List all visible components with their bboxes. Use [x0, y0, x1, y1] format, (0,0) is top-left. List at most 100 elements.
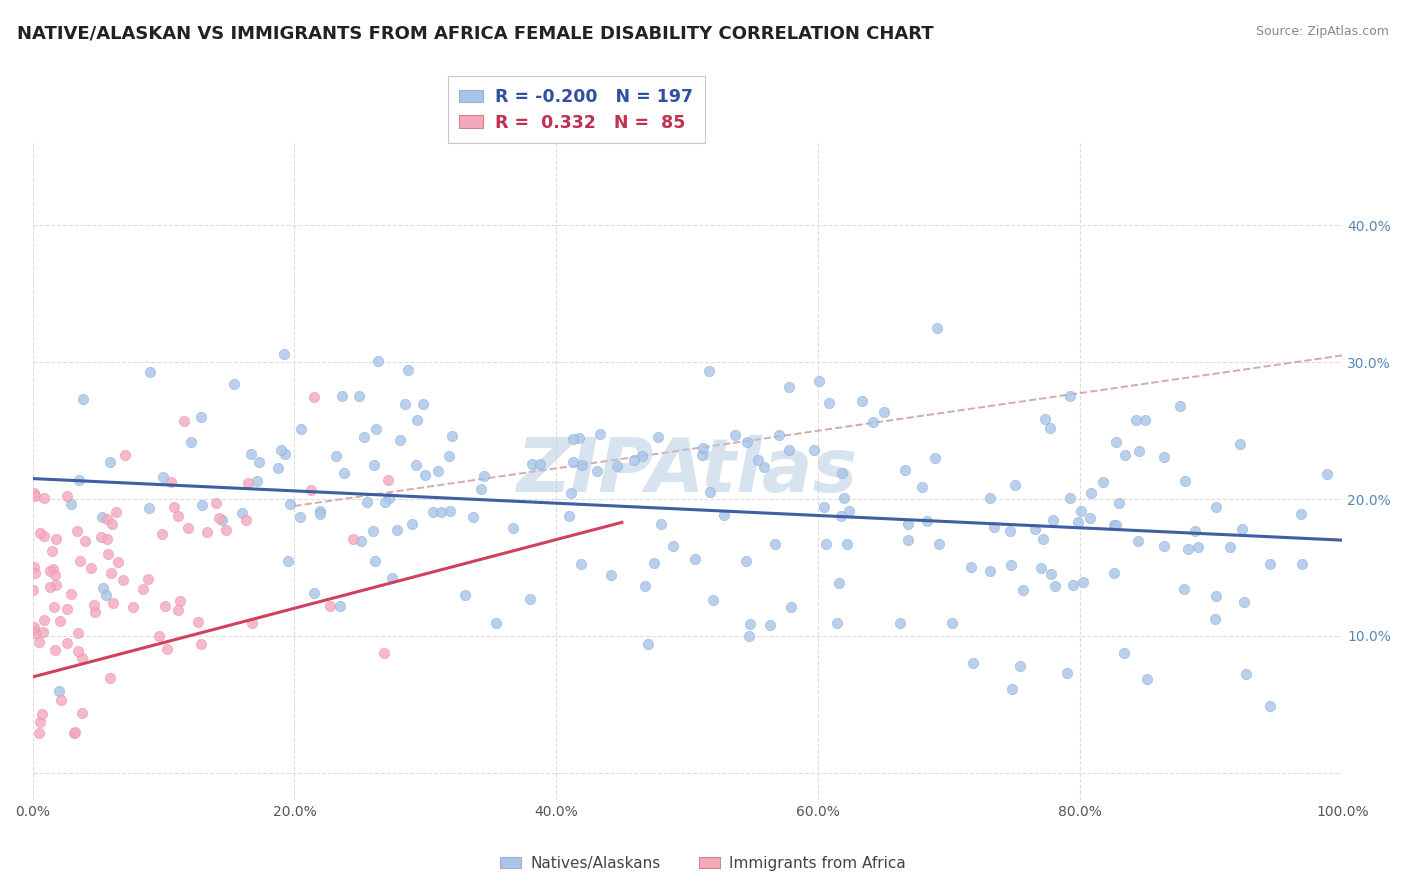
Point	[815, 537, 838, 551]
Point	[70, 706, 93, 720]
Point	[1104, 517, 1126, 532]
Point	[1105, 434, 1128, 449]
Point	[44, 567, 66, 582]
Point	[69, 554, 91, 568]
Point	[568, 431, 591, 445]
Point	[55, 636, 77, 650]
Point	[299, 483, 322, 498]
Point	[1126, 533, 1149, 548]
Point	[22, 623, 45, 637]
Point	[364, 554, 387, 568]
Point	[31, 707, 53, 722]
Point	[180, 434, 202, 449]
Point	[925, 320, 948, 334]
Point	[152, 470, 174, 484]
Point	[1004, 478, 1026, 492]
Point	[1258, 557, 1281, 571]
Point	[529, 457, 551, 471]
Point	[1102, 566, 1125, 580]
Point	[851, 393, 873, 408]
Point	[1205, 590, 1227, 604]
Point	[48, 684, 70, 698]
Point	[557, 508, 579, 523]
Point	[740, 616, 762, 631]
Point	[114, 448, 136, 462]
Point	[24, 490, 46, 504]
Point	[692, 441, 714, 455]
Point	[1133, 413, 1156, 427]
Point	[96, 532, 118, 546]
Point	[32, 624, 55, 639]
Point	[91, 581, 114, 595]
Point	[1059, 491, 1081, 506]
Point	[73, 533, 96, 548]
Point	[735, 553, 758, 567]
Point	[72, 392, 94, 406]
Point	[560, 485, 582, 500]
Point	[600, 568, 623, 582]
Point	[1205, 500, 1227, 514]
Point	[1153, 450, 1175, 464]
Point	[309, 507, 332, 521]
Point	[1168, 400, 1191, 414]
Point	[381, 571, 404, 585]
Point	[1177, 542, 1199, 557]
Point	[502, 521, 524, 535]
Point	[1291, 557, 1313, 571]
Point	[413, 468, 436, 483]
Point	[894, 463, 917, 477]
Point	[928, 536, 950, 550]
Point	[1012, 582, 1035, 597]
Point	[738, 629, 761, 643]
Text: NATIVE/ALASKAN VS IMMIGRANTS FROM AFRICA FEMALE DISABILITY CORRELATION CHART: NATIVE/ALASKAN VS IMMIGRANTS FROM AFRICA…	[17, 25, 934, 43]
Point	[979, 491, 1001, 505]
Point	[191, 498, 214, 512]
Point	[910, 480, 932, 494]
Point	[353, 429, 375, 443]
Point	[519, 591, 541, 606]
Point	[377, 491, 399, 506]
Point	[166, 508, 188, 523]
Point	[67, 473, 90, 487]
Point	[1078, 510, 1101, 524]
Point	[832, 491, 855, 505]
Point	[562, 432, 585, 446]
Point	[270, 443, 292, 458]
Point	[240, 447, 263, 461]
Point	[66, 644, 89, 658]
Point	[32, 529, 55, 543]
Text: ZIPAtlas: ZIPAtlas	[517, 435, 858, 508]
Point	[278, 497, 301, 511]
Point	[246, 475, 269, 489]
Point	[96, 512, 118, 526]
Point	[167, 603, 190, 617]
Point	[441, 429, 464, 443]
Point	[169, 594, 191, 608]
Point	[768, 428, 790, 442]
Point	[780, 599, 803, 614]
Point	[747, 453, 769, 467]
Point	[21, 582, 44, 597]
Point	[637, 637, 659, 651]
Point	[394, 397, 416, 411]
Point	[520, 457, 543, 471]
Point	[1039, 421, 1062, 435]
Point	[215, 523, 238, 537]
Point	[98, 455, 121, 469]
Point	[377, 473, 399, 487]
Point	[422, 505, 444, 519]
Point	[683, 552, 706, 566]
Point	[205, 495, 228, 509]
Point	[211, 513, 233, 527]
Point	[288, 510, 311, 524]
Point	[405, 458, 427, 473]
Point	[1031, 561, 1053, 575]
Point	[138, 501, 160, 516]
Point	[27, 635, 49, 649]
Point	[80, 560, 103, 574]
Point	[63, 725, 86, 739]
Point	[139, 365, 162, 379]
Point	[1024, 521, 1046, 535]
Point	[38, 580, 60, 594]
Point	[1043, 579, 1066, 593]
